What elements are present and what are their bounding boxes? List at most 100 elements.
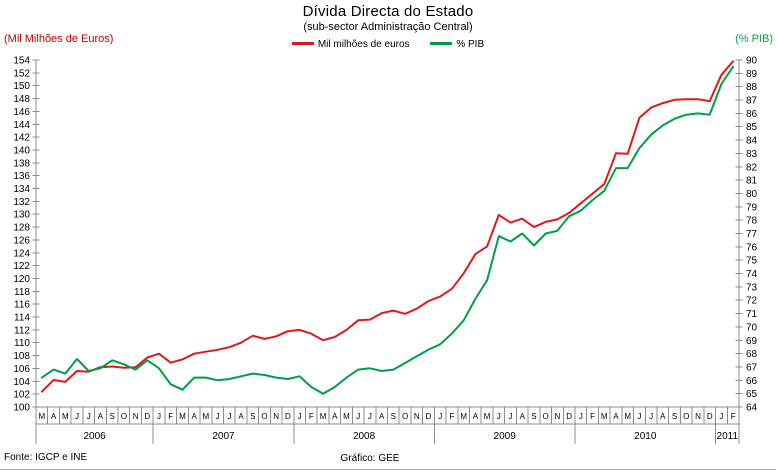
svg-text:O: O — [121, 412, 127, 421]
svg-text:100: 100 — [13, 403, 30, 414]
svg-text:A: A — [473, 412, 479, 421]
svg-text:79: 79 — [746, 202, 758, 213]
svg-text:F: F — [449, 412, 454, 421]
svg-text:S: S — [672, 412, 677, 421]
svg-text:N: N — [555, 412, 561, 421]
svg-text:N: N — [273, 412, 279, 421]
svg-text:116: 116 — [14, 300, 30, 311]
x-axis-years: 2006 2007 2008 2009 2010 2011 — [35, 424, 740, 444]
svg-text:O: O — [402, 412, 408, 421]
svg-text:114: 114 — [14, 313, 30, 324]
svg-text:69: 69 — [746, 336, 758, 347]
svg-text:146: 146 — [13, 107, 30, 118]
svg-text:84: 84 — [746, 136, 758, 147]
svg-text:A: A — [238, 412, 244, 421]
svg-text:A: A — [613, 412, 619, 421]
svg-text:M: M — [343, 412, 350, 421]
svg-text:S: S — [250, 412, 255, 421]
svg-text:80: 80 — [746, 189, 758, 200]
svg-text:J: J — [157, 412, 161, 421]
svg-text:2010: 2010 — [634, 431, 657, 442]
bottom-divider — [0, 469, 776, 470]
svg-text:2007: 2007 — [212, 431, 235, 442]
svg-text:J: J — [87, 412, 91, 421]
svg-text:N: N — [414, 412, 420, 421]
svg-text:J: J — [579, 412, 583, 421]
svg-text:138: 138 — [13, 158, 30, 169]
svg-text:140: 140 — [13, 145, 30, 156]
series-line-euros — [40, 60, 735, 393]
svg-text:J: J — [216, 412, 220, 421]
svg-text:F: F — [168, 412, 173, 421]
svg-text:D: D — [426, 412, 432, 421]
svg-text:O: O — [543, 412, 549, 421]
svg-text:M: M — [624, 412, 631, 421]
svg-text:2006: 2006 — [83, 431, 106, 442]
svg-text:M: M — [320, 412, 327, 421]
svg-text:D: D — [566, 412, 572, 421]
svg-text:2008: 2008 — [353, 431, 376, 442]
svg-text:90: 90 — [746, 56, 758, 67]
svg-text:122: 122 — [13, 261, 30, 272]
svg-text:65: 65 — [746, 389, 758, 400]
svg-text:2011: 2011 — [717, 431, 739, 442]
legend: Mil milhões de euros % PIB — [0, 39, 776, 50]
svg-text:M: M — [179, 412, 186, 421]
right-axis-unit-label: (% PIB) — [735, 33, 773, 45]
svg-text:88: 88 — [746, 82, 758, 93]
credit-note: Gráfico: GEE — [340, 453, 400, 464]
svg-text:S: S — [109, 412, 114, 421]
svg-text:86: 86 — [746, 109, 758, 120]
svg-text:M: M — [484, 412, 491, 421]
svg-text:A: A — [98, 412, 104, 421]
svg-text:118: 118 — [14, 287, 30, 298]
svg-text:134: 134 — [13, 184, 30, 195]
svg-text:150: 150 — [13, 81, 30, 92]
svg-text:89: 89 — [746, 69, 758, 80]
svg-text:130: 130 — [13, 210, 30, 221]
svg-text:J: J — [75, 412, 79, 421]
svg-text:81: 81 — [746, 176, 758, 187]
svg-text:F: F — [731, 412, 736, 421]
series-line-pib — [40, 65, 735, 395]
svg-text:128: 128 — [13, 223, 30, 234]
svg-text:110: 110 — [14, 338, 30, 349]
legend-item-pib: % PIB — [430, 39, 484, 50]
svg-text:144: 144 — [13, 120, 30, 131]
svg-text:J: J — [227, 412, 231, 421]
legend-label-pib: % PIB — [456, 39, 485, 50]
svg-text:M: M — [62, 412, 69, 421]
svg-text:J: J — [637, 412, 641, 421]
svg-text:D: D — [285, 412, 291, 421]
svg-text:108: 108 — [13, 351, 30, 362]
svg-text:83: 83 — [746, 149, 758, 160]
legend-line-green-icon — [430, 41, 453, 45]
svg-text:85: 85 — [746, 122, 758, 133]
chart-title: Dívida Directa do Estado — [302, 3, 474, 20]
svg-text:J: J — [509, 412, 513, 421]
source-note: Fonte: IGCP e INE — [4, 452, 88, 463]
svg-text:N: N — [133, 412, 139, 421]
svg-text:J: J — [438, 412, 442, 421]
svg-text:74: 74 — [746, 269, 758, 280]
svg-text:73: 73 — [746, 282, 758, 293]
svg-text:76: 76 — [746, 242, 758, 253]
svg-text:S: S — [391, 412, 396, 421]
svg-text:67: 67 — [746, 362, 758, 373]
svg-text:M: M — [39, 412, 46, 421]
svg-text:F: F — [309, 412, 314, 421]
svg-text:J: J — [719, 412, 723, 421]
svg-text:O: O — [683, 412, 689, 421]
svg-text:A: A — [520, 412, 526, 421]
svg-text:J: J — [368, 412, 372, 421]
svg-text:S: S — [531, 412, 536, 421]
svg-text:O: O — [261, 412, 267, 421]
svg-text:102: 102 — [13, 390, 30, 401]
legend-item-euros: Mil milhões de euros — [291, 39, 410, 50]
svg-text:A: A — [51, 412, 57, 421]
svg-text:70: 70 — [746, 322, 758, 333]
